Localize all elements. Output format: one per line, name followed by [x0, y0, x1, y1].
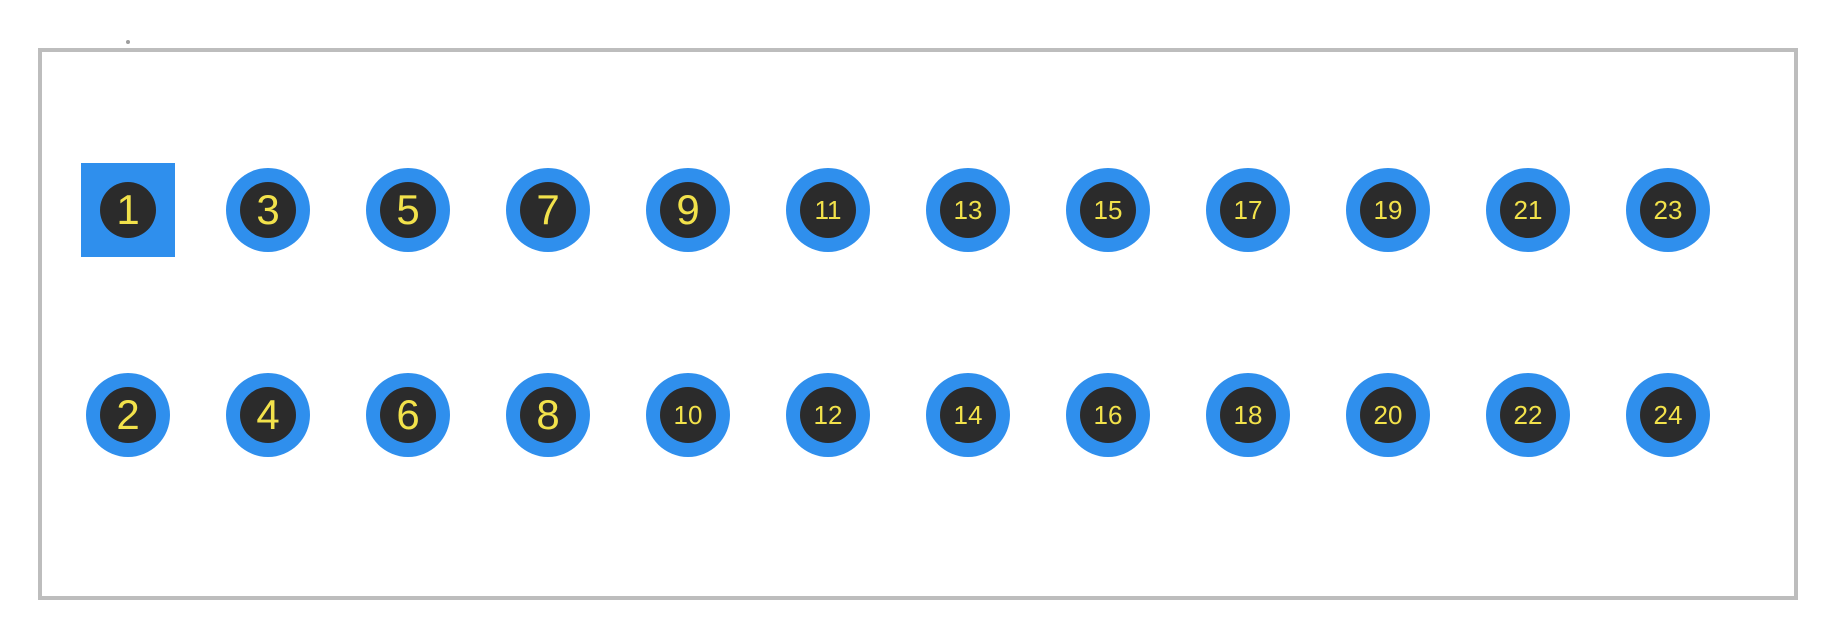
pad-hole-icon: 19 — [1360, 182, 1416, 238]
pad-6: 6 — [366, 373, 450, 457]
pad-24: 24 — [1626, 373, 1710, 457]
pad-label: 1 — [116, 189, 139, 231]
pad-hole-icon: 9 — [660, 182, 716, 238]
origin-marker-icon — [126, 40, 130, 44]
pad-hole-icon: 12 — [800, 387, 856, 443]
pad-label: 18 — [1234, 402, 1263, 428]
pad-hole-icon: 5 — [380, 182, 436, 238]
pad-hole-icon: 4 — [240, 387, 296, 443]
pad-3: 3 — [226, 168, 310, 252]
pad-hole-icon: 22 — [1500, 387, 1556, 443]
pad-14: 14 — [926, 373, 1010, 457]
pad-7: 7 — [506, 168, 590, 252]
pad-label: 14 — [954, 402, 983, 428]
pad-hole-icon: 1 — [100, 182, 156, 238]
pad-13: 13 — [926, 168, 1010, 252]
pad-22: 22 — [1486, 373, 1570, 457]
pad-hole-icon: 18 — [1220, 387, 1276, 443]
pad-hole-icon: 23 — [1640, 182, 1696, 238]
pad-label: 13 — [954, 197, 983, 223]
pad-9: 9 — [646, 168, 730, 252]
pad-label: 7 — [536, 189, 559, 231]
pad-label: 4 — [256, 394, 279, 436]
pad-hole-icon: 6 — [380, 387, 436, 443]
pad-label: 15 — [1094, 197, 1123, 223]
pad-label: 22 — [1514, 402, 1543, 428]
pad-5: 5 — [366, 168, 450, 252]
pad-18: 18 — [1206, 373, 1290, 457]
pad-16: 16 — [1066, 373, 1150, 457]
pad-label: 20 — [1374, 402, 1403, 428]
pad-hole-icon: 13 — [940, 182, 996, 238]
pad-hole-icon: 3 — [240, 182, 296, 238]
pad-label: 3 — [256, 189, 279, 231]
pad-label: 23 — [1654, 197, 1683, 223]
pad-10: 10 — [646, 373, 730, 457]
pad-label: 17 — [1234, 197, 1263, 223]
pad-hole-icon: 7 — [520, 182, 576, 238]
pad-label: 11 — [815, 197, 842, 223]
pad-hole-icon: 15 — [1080, 182, 1136, 238]
pad-11: 11 — [786, 168, 870, 252]
pad-17: 17 — [1206, 168, 1290, 252]
pad-12: 12 — [786, 373, 870, 457]
pad-label: 6 — [396, 394, 419, 436]
pad-20: 20 — [1346, 373, 1430, 457]
pad-hole-icon: 17 — [1220, 182, 1276, 238]
pad-label: 19 — [1374, 197, 1403, 223]
pad-hole-icon: 10 — [660, 387, 716, 443]
pad-hole-icon: 11 — [800, 182, 856, 238]
pad-21: 21 — [1486, 168, 1570, 252]
pad-hole-icon: 20 — [1360, 387, 1416, 443]
pad-label: 9 — [676, 189, 699, 231]
pad-label: 10 — [674, 402, 703, 428]
pad-1: 1 — [81, 163, 175, 257]
pad-label: 12 — [814, 402, 843, 428]
pad-label: 2 — [116, 394, 139, 436]
pad-label: 16 — [1094, 402, 1123, 428]
pad-label: 24 — [1654, 402, 1683, 428]
pad-label: 21 — [1514, 197, 1543, 223]
pad-15: 15 — [1066, 168, 1150, 252]
pad-hole-icon: 8 — [520, 387, 576, 443]
pad-hole-icon: 2 — [100, 387, 156, 443]
component-outline — [38, 48, 1798, 600]
pad-23: 23 — [1626, 168, 1710, 252]
pad-hole-icon: 21 — [1500, 182, 1556, 238]
pad-8: 8 — [506, 373, 590, 457]
pad-2: 2 — [86, 373, 170, 457]
pad-label: 5 — [396, 189, 419, 231]
pad-hole-icon: 16 — [1080, 387, 1136, 443]
pad-19: 19 — [1346, 168, 1430, 252]
pad-label: 8 — [536, 394, 559, 436]
pad-4: 4 — [226, 373, 310, 457]
pad-hole-icon: 24 — [1640, 387, 1696, 443]
pad-hole-icon: 14 — [940, 387, 996, 443]
